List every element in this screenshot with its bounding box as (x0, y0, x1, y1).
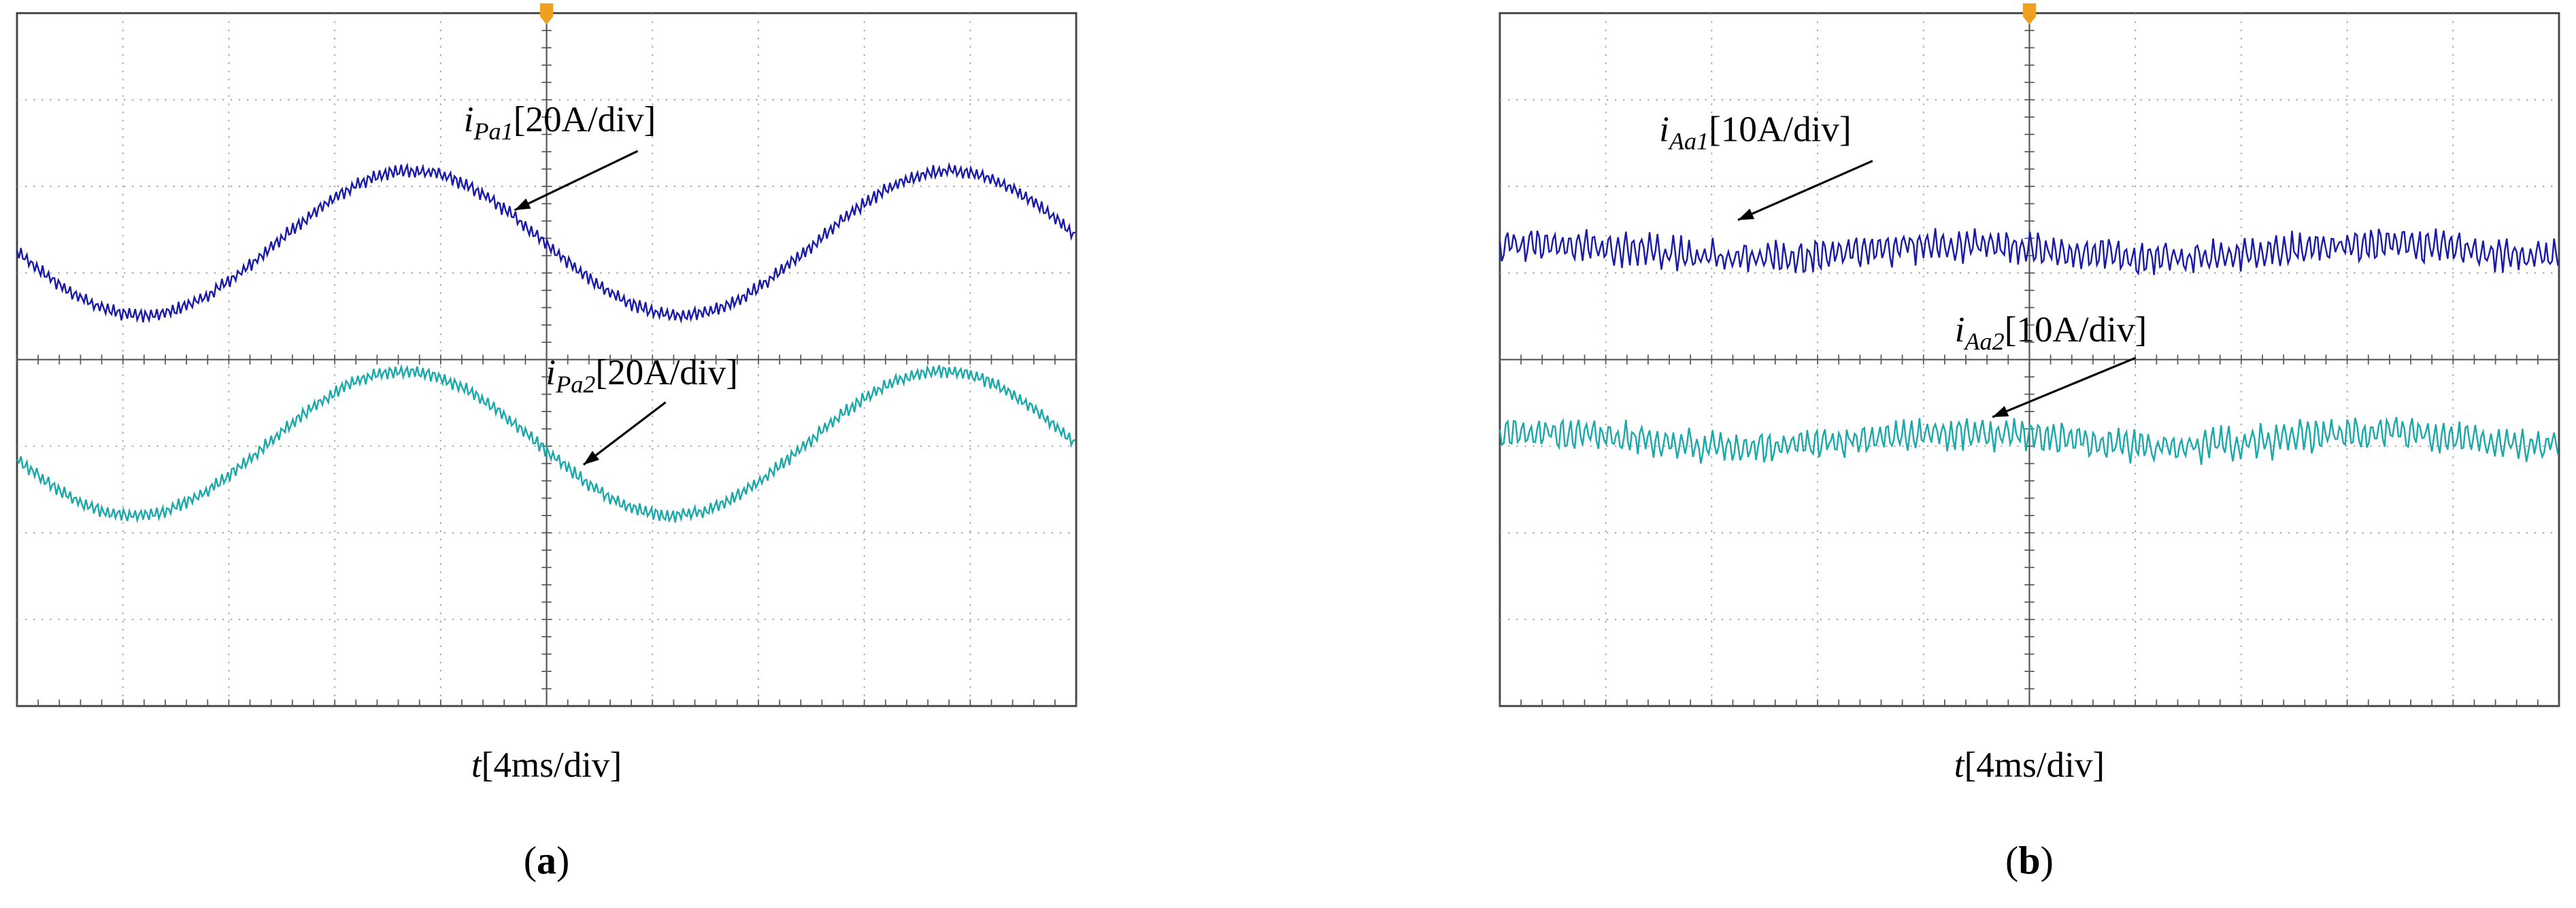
trace-symbol: i (546, 353, 556, 392)
caption-part: a (537, 838, 556, 882)
trace-scale: [10A/div] (2005, 310, 2147, 350)
caption-part: ( (524, 838, 537, 882)
arrow-shaft (1992, 356, 2136, 418)
trace-subscript: Aa2 (1963, 328, 2004, 355)
waveform (16, 162, 1075, 324)
trace-scale: [20A/div] (595, 353, 737, 392)
trace-scale: [10A/div] (1709, 110, 1851, 150)
trace-symbol: i (464, 100, 474, 139)
arrow-head (514, 198, 531, 211)
trace-label: iAa2[10A/div] (1955, 310, 2147, 355)
panel: iAa1[10A/div]iAa2[10A/div]t[4ms/div](b) (1499, 3, 2560, 882)
arrow-shaft (514, 150, 639, 212)
time-symbol: t (1954, 745, 1965, 785)
arrow-shaft (1737, 160, 1873, 221)
time-scale: [4ms/div] (482, 745, 622, 785)
trace-subscript: Pa2 (555, 371, 595, 398)
trace-symbol: i (1955, 310, 1965, 350)
trigger-marker (539, 3, 554, 25)
panel-caption: (b) (2005, 838, 2054, 882)
time-axis-label: t[4ms/div] (1954, 745, 2105, 785)
trigger-marker (2022, 3, 2037, 25)
caption-part: ( (2005, 838, 2018, 882)
trace-symbol: i (1659, 110, 1669, 150)
trace-label: iPa2[20A/div] (546, 353, 738, 398)
caption-part: b (2018, 838, 2040, 882)
trace-scale: [20A/div] (514, 100, 656, 139)
panel: iPa1[20A/div]iPa2[20A/div]t[4ms/div](a) (16, 3, 1077, 882)
waveform (1499, 416, 2559, 465)
arrow-head (1992, 405, 2009, 418)
trace-label: iPa1[20A/div] (464, 100, 656, 145)
waveform (1499, 228, 2559, 276)
time-symbol: t (471, 745, 482, 785)
arrow-shaft (582, 401, 667, 466)
panel-caption: (a) (524, 838, 570, 882)
trace-subscript: Pa1 (473, 118, 513, 145)
trace-label: iAa1[10A/div] (1659, 110, 1852, 155)
arrow-head (583, 450, 599, 465)
waveform (16, 363, 1076, 524)
caption-part: ) (556, 838, 569, 882)
caption-part: ) (2041, 838, 2054, 882)
trace-subscript: Aa1 (1668, 128, 1709, 155)
arrow-head (1737, 208, 1755, 220)
time-scale: [4ms/div] (1964, 745, 2105, 785)
time-axis-label: t[4ms/div] (471, 745, 622, 785)
